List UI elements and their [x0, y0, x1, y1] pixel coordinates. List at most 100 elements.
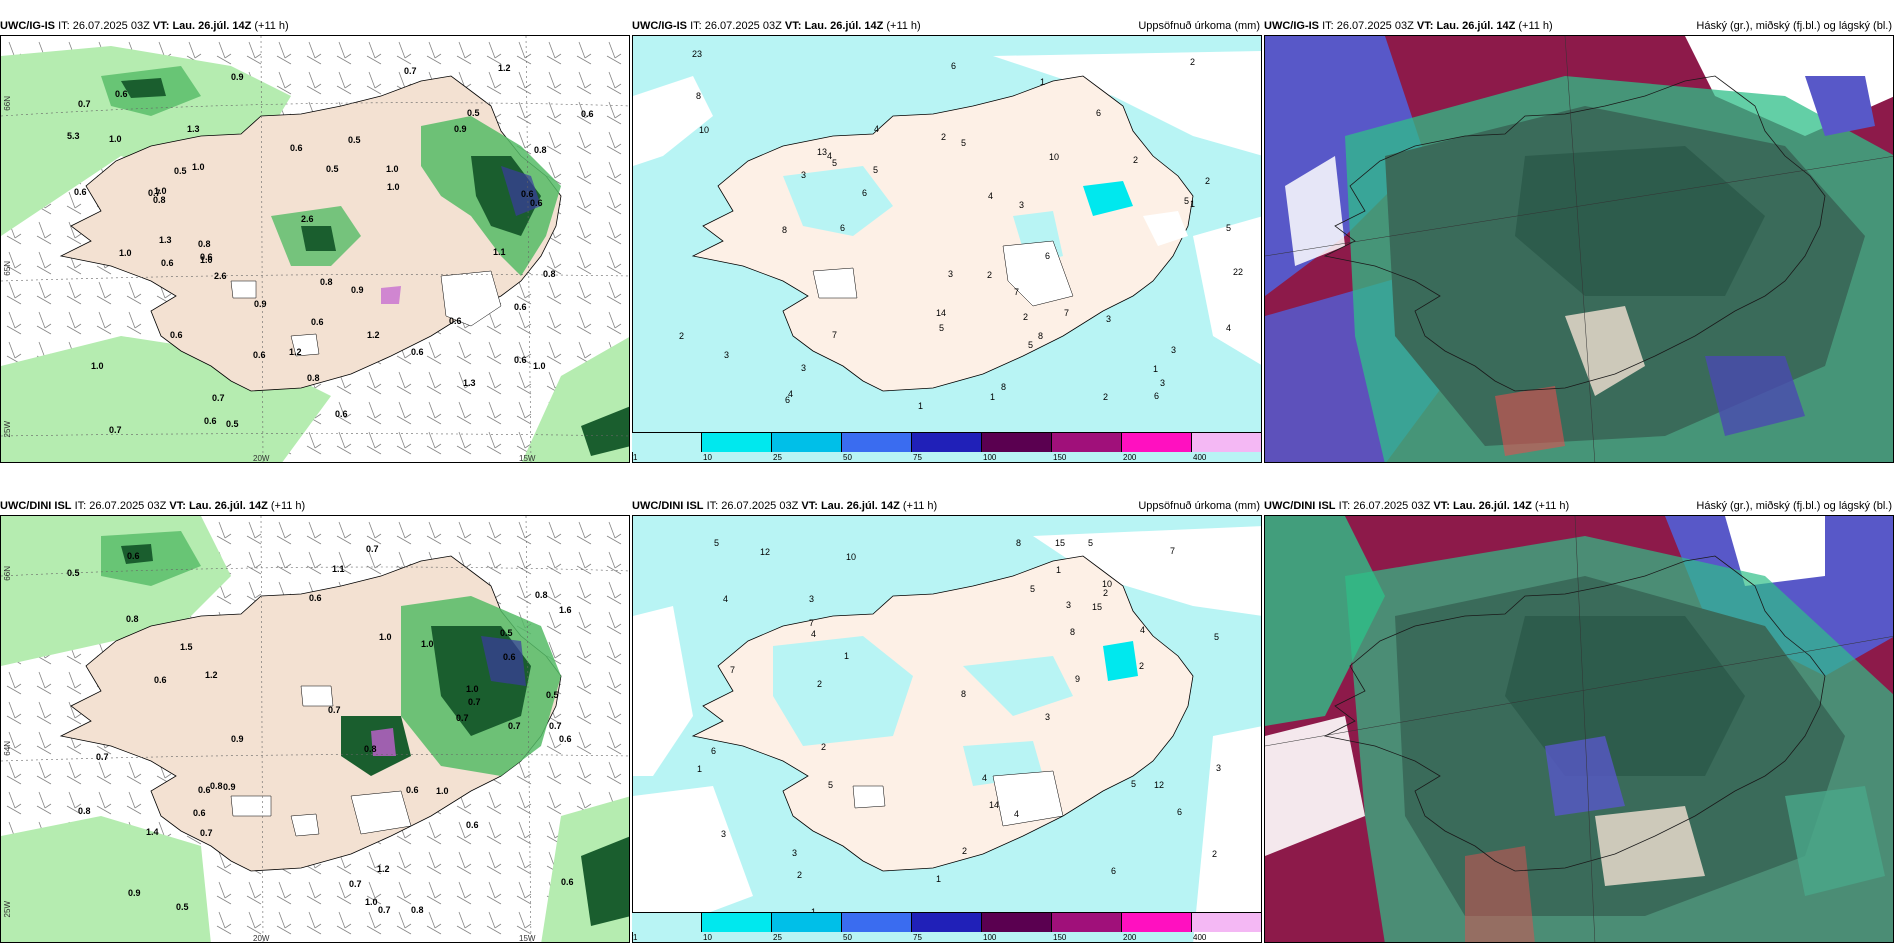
map-value-label: 5 — [832, 158, 837, 168]
panel-header: UWC/IG-IS IT: 26.07.2025 03Z VT: Lau. 26… — [1264, 18, 1894, 34]
map-value-label: 1.2 — [498, 63, 511, 73]
colorbar-tick-label: 150 — [1053, 933, 1067, 942]
model-name: UWC/DINI ISL — [0, 500, 72, 512]
map-value-label: 5 — [939, 323, 944, 333]
map-value-label: 1 — [1056, 565, 1061, 575]
map-value-label: 4 — [811, 629, 816, 639]
map-value-label: 0.7 — [349, 879, 362, 889]
map-value-label: 0.6 — [193, 808, 206, 818]
map-frame[interactable]: 3 2 4 3 6 5 5 3 1 4 6 1 3 2 5 10 5 5 6 6 3 4 2 23 2 1 6 13 3 22 1 2 14 6 4… — [632, 35, 1262, 463]
valid-time: Lau. 26.júl. 14Z — [172, 20, 252, 32]
map-value-label: 0.7 — [404, 66, 417, 76]
map-value-label: 1.5 — [180, 642, 193, 652]
panel-title: Uppsöfnuð úrkoma (mm) — [1138, 20, 1260, 32]
map-value-label: 1.3 — [159, 235, 172, 245]
lead-time: (+11 h) — [1534, 500, 1570, 512]
iceland-outline — [1323, 75, 1826, 392]
map-value-label: 0.7 — [468, 697, 481, 707]
colorbar-tick-label: 75 — [913, 453, 922, 462]
map-value-label: 7 — [1014, 287, 1019, 297]
colorbar-segment — [1192, 913, 1262, 932]
map-value-label: 0.8 — [153, 195, 166, 205]
panel-header: UWC/IG-IS IT: 26.07.2025 03Z VT: Lau. 26… — [632, 18, 1262, 34]
map-value-label: 1.0 — [386, 164, 399, 174]
map-value-label: 1.0 — [533, 361, 546, 371]
map-value-label: 8 — [782, 225, 787, 235]
map-value-label: 7 — [809, 618, 814, 628]
map-value-label: 0.6 — [559, 734, 572, 744]
it-label: IT: — [1322, 20, 1334, 32]
map-value-label: 0.8 — [534, 145, 547, 155]
map-frame[interactable]: 0.6 0.6 0.7 0.6 0.5 0.8 1.0 0.6 0.9 1.0 0.5 0.6 1.0 0… — [0, 35, 630, 463]
map-frame[interactable] — [1264, 35, 1894, 463]
map-value-label: 0.8 — [364, 744, 377, 754]
cloud-map-svg — [1265, 516, 1893, 942]
map-value-label: 2 — [797, 870, 802, 880]
map-value-label: 2 — [821, 742, 826, 752]
map-value-label: 4 — [982, 773, 987, 783]
map-value-label: 1.2 — [367, 330, 380, 340]
iceland-outline — [1323, 555, 1826, 872]
colorbar-tick-label: 75 — [913, 933, 922, 942]
colorbar-segment — [1192, 433, 1262, 452]
map-value-label: 3 — [724, 350, 729, 360]
map-value-label: 0.6 — [204, 416, 217, 426]
map-frame[interactable] — [1264, 515, 1894, 943]
colorbar-segment — [912, 913, 982, 932]
map-value-label: 0.8 — [535, 590, 548, 600]
lead-time: (+11 h) — [1518, 20, 1553, 32]
map-value-label: 2.6 — [214, 271, 227, 281]
map-value-label: 1 — [697, 764, 702, 774]
map-value-label: 12 — [1154, 780, 1164, 790]
map-value-label: 1.0 — [192, 162, 205, 172]
map-value-label: 0.7 — [109, 425, 122, 435]
map-value-label: 12 — [760, 547, 770, 557]
map-value-label: 0.8 — [320, 277, 333, 287]
map-value-label: 5 — [1214, 632, 1219, 642]
init-time: 26.07.2025 03Z — [1336, 20, 1414, 32]
map-value-label: 0.7 — [78, 99, 91, 109]
map-value-label: 7 — [1170, 546, 1175, 556]
map-value-label: 0.6 — [290, 143, 303, 153]
map-value-label: 15 — [1055, 538, 1065, 548]
map-value-label: 0.5 — [174, 166, 187, 176]
map-value-label: 0.6 — [581, 109, 594, 119]
cloud-map-svg — [1265, 36, 1893, 462]
map-value-label: 0.6 — [503, 652, 516, 662]
vt-label: VT: — [169, 500, 186, 512]
colorbar-tick-label: 400 — [1193, 933, 1207, 942]
map-value-label: 2 — [1133, 155, 1138, 165]
panel-ig-precip: UWC/IG-IS IT: 26.07.2025 03Z VT: Lau. 26… — [0, 0, 630, 464]
map-value-label: 0.7 — [200, 828, 213, 838]
map-value-label: 5 — [1030, 584, 1035, 594]
map-value-label: 2 — [941, 132, 946, 142]
map-value-label: 14 — [936, 308, 946, 318]
init-time: 26.07.2025 03Z — [721, 500, 799, 512]
map-value-label: 6 — [785, 395, 790, 405]
colorbar-segment — [1052, 433, 1122, 452]
panel-dini-accum: UWC/DINI ISL IT: 26.07.2025 03Z VT: Lau.… — [632, 480, 1262, 944]
map-value-label: 5 — [1088, 538, 1093, 548]
map-frame[interactable]: 0.7 1.0 0.6 0.8 0.6 0.8 0.5 0.7 0.6 1.0 0.6 0.9 0.7 0… — [0, 515, 630, 943]
accum-map-svg: 3243655314613251055663422321613322121464… — [633, 36, 1261, 462]
map-value-label: 1.0 — [387, 182, 400, 192]
colorbar-tick-label: 150 — [1053, 453, 1067, 462]
map-value-label: 10 — [1102, 579, 1112, 589]
map-value-label: 0.8 — [126, 614, 139, 624]
map-value-label: 2 — [987, 270, 992, 280]
map-value-label: 4 — [827, 151, 832, 161]
init-time: 26.07.2025 03Z — [72, 20, 150, 32]
lon-label-15w: 15W — [519, 454, 536, 463]
map-value-label: 1 — [1190, 199, 1195, 209]
precip-value-labels: 0.71.00.60.80.60.80.50.70.61.00.60.90.70… — [67, 544, 574, 915]
map-value-label: 8 — [1001, 382, 1006, 392]
map-value-label: 0.6 — [74, 187, 87, 197]
map-value-label: 0.5 — [348, 135, 361, 145]
map-value-label: 0.6 — [200, 252, 213, 262]
map-value-label: 1.0 — [379, 632, 392, 642]
map-frame[interactable]: 2 3 2 1 2 3 4 3 4 2 5 1 1 7 6 15 12 8 15 10 14 4 6 5 12 2 4 10 9 5 3 8 6… — [632, 515, 1262, 943]
map-value-label: 3 — [1019, 200, 1024, 210]
colorbar-segment — [982, 913, 1052, 932]
map-value-label: 9 — [1075, 674, 1080, 684]
